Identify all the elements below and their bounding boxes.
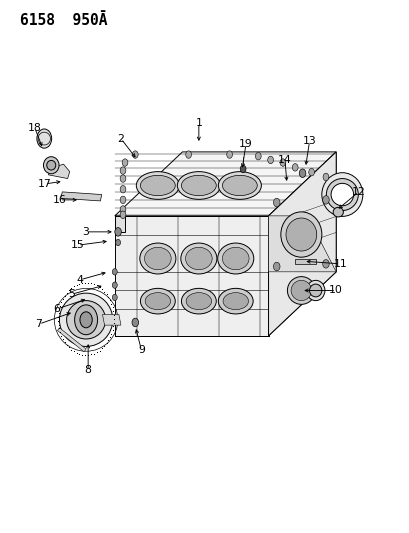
Polygon shape <box>115 216 268 336</box>
Circle shape <box>299 169 305 177</box>
Circle shape <box>112 269 117 275</box>
Circle shape <box>267 156 273 164</box>
Text: 16: 16 <box>52 195 66 205</box>
Ellipse shape <box>177 172 220 199</box>
Ellipse shape <box>222 247 248 270</box>
Circle shape <box>120 206 126 213</box>
Ellipse shape <box>66 301 106 339</box>
Polygon shape <box>294 259 315 264</box>
Text: 10: 10 <box>328 286 342 295</box>
Circle shape <box>120 185 126 193</box>
Ellipse shape <box>285 218 316 251</box>
Ellipse shape <box>140 175 175 196</box>
Polygon shape <box>61 192 101 201</box>
Ellipse shape <box>321 173 362 216</box>
Text: 7: 7 <box>36 319 42 329</box>
Ellipse shape <box>218 172 261 199</box>
Ellipse shape <box>326 179 357 211</box>
Circle shape <box>255 152 261 160</box>
Circle shape <box>308 168 314 176</box>
Text: 8: 8 <box>85 366 91 375</box>
Ellipse shape <box>181 175 216 196</box>
Ellipse shape <box>186 293 211 310</box>
Text: 12: 12 <box>351 187 365 197</box>
Text: 17: 17 <box>38 179 52 189</box>
Ellipse shape <box>330 183 353 206</box>
Ellipse shape <box>181 288 216 314</box>
Circle shape <box>120 211 126 219</box>
Text: 4: 4 <box>76 275 83 285</box>
Ellipse shape <box>306 280 324 301</box>
Polygon shape <box>268 152 335 336</box>
Polygon shape <box>268 152 335 336</box>
Circle shape <box>185 151 191 158</box>
Ellipse shape <box>222 293 248 310</box>
Circle shape <box>120 167 126 174</box>
Text: 6: 6 <box>53 304 60 314</box>
Polygon shape <box>115 152 335 216</box>
Text: 9: 9 <box>138 345 144 355</box>
Circle shape <box>226 151 232 158</box>
Text: 6158  950Ā: 6158 950Ā <box>20 13 108 28</box>
Ellipse shape <box>222 175 257 196</box>
Ellipse shape <box>332 207 343 217</box>
Ellipse shape <box>280 212 321 257</box>
Polygon shape <box>48 164 70 179</box>
Ellipse shape <box>43 157 59 174</box>
Text: 1: 1 <box>195 118 202 127</box>
Circle shape <box>322 173 328 181</box>
Ellipse shape <box>136 172 179 199</box>
Circle shape <box>132 318 138 327</box>
Text: 3: 3 <box>83 227 89 237</box>
Circle shape <box>322 260 328 268</box>
Circle shape <box>132 151 138 158</box>
Ellipse shape <box>287 277 315 304</box>
Text: 2: 2 <box>117 134 124 143</box>
Text: 5: 5 <box>68 289 75 299</box>
Circle shape <box>80 312 92 328</box>
Ellipse shape <box>185 247 212 270</box>
Circle shape <box>112 282 117 288</box>
Ellipse shape <box>309 284 321 297</box>
Circle shape <box>122 159 128 166</box>
Ellipse shape <box>59 293 112 346</box>
Circle shape <box>240 165 245 173</box>
Text: 15: 15 <box>71 240 85 250</box>
Ellipse shape <box>217 243 253 274</box>
Ellipse shape <box>144 247 171 270</box>
Circle shape <box>120 175 126 182</box>
Circle shape <box>120 196 126 204</box>
Polygon shape <box>268 216 335 272</box>
Circle shape <box>115 239 120 246</box>
Text: 11: 11 <box>333 259 346 269</box>
Ellipse shape <box>47 160 56 170</box>
Polygon shape <box>115 216 125 232</box>
Ellipse shape <box>139 243 175 274</box>
Text: 18: 18 <box>28 123 42 133</box>
Ellipse shape <box>290 280 311 301</box>
Circle shape <box>112 294 117 301</box>
Ellipse shape <box>218 288 253 314</box>
Ellipse shape <box>140 288 175 314</box>
Circle shape <box>273 198 279 207</box>
Circle shape <box>279 159 285 166</box>
Circle shape <box>322 196 328 204</box>
Circle shape <box>292 164 297 171</box>
Circle shape <box>37 129 52 148</box>
Circle shape <box>273 262 279 271</box>
Circle shape <box>115 228 121 236</box>
Circle shape <box>74 305 97 335</box>
Ellipse shape <box>145 293 170 310</box>
Text: 13: 13 <box>302 136 316 146</box>
Text: 14: 14 <box>277 155 291 165</box>
Polygon shape <box>102 314 121 325</box>
Text: 19: 19 <box>238 139 252 149</box>
Ellipse shape <box>180 243 216 274</box>
Polygon shape <box>57 328 86 352</box>
